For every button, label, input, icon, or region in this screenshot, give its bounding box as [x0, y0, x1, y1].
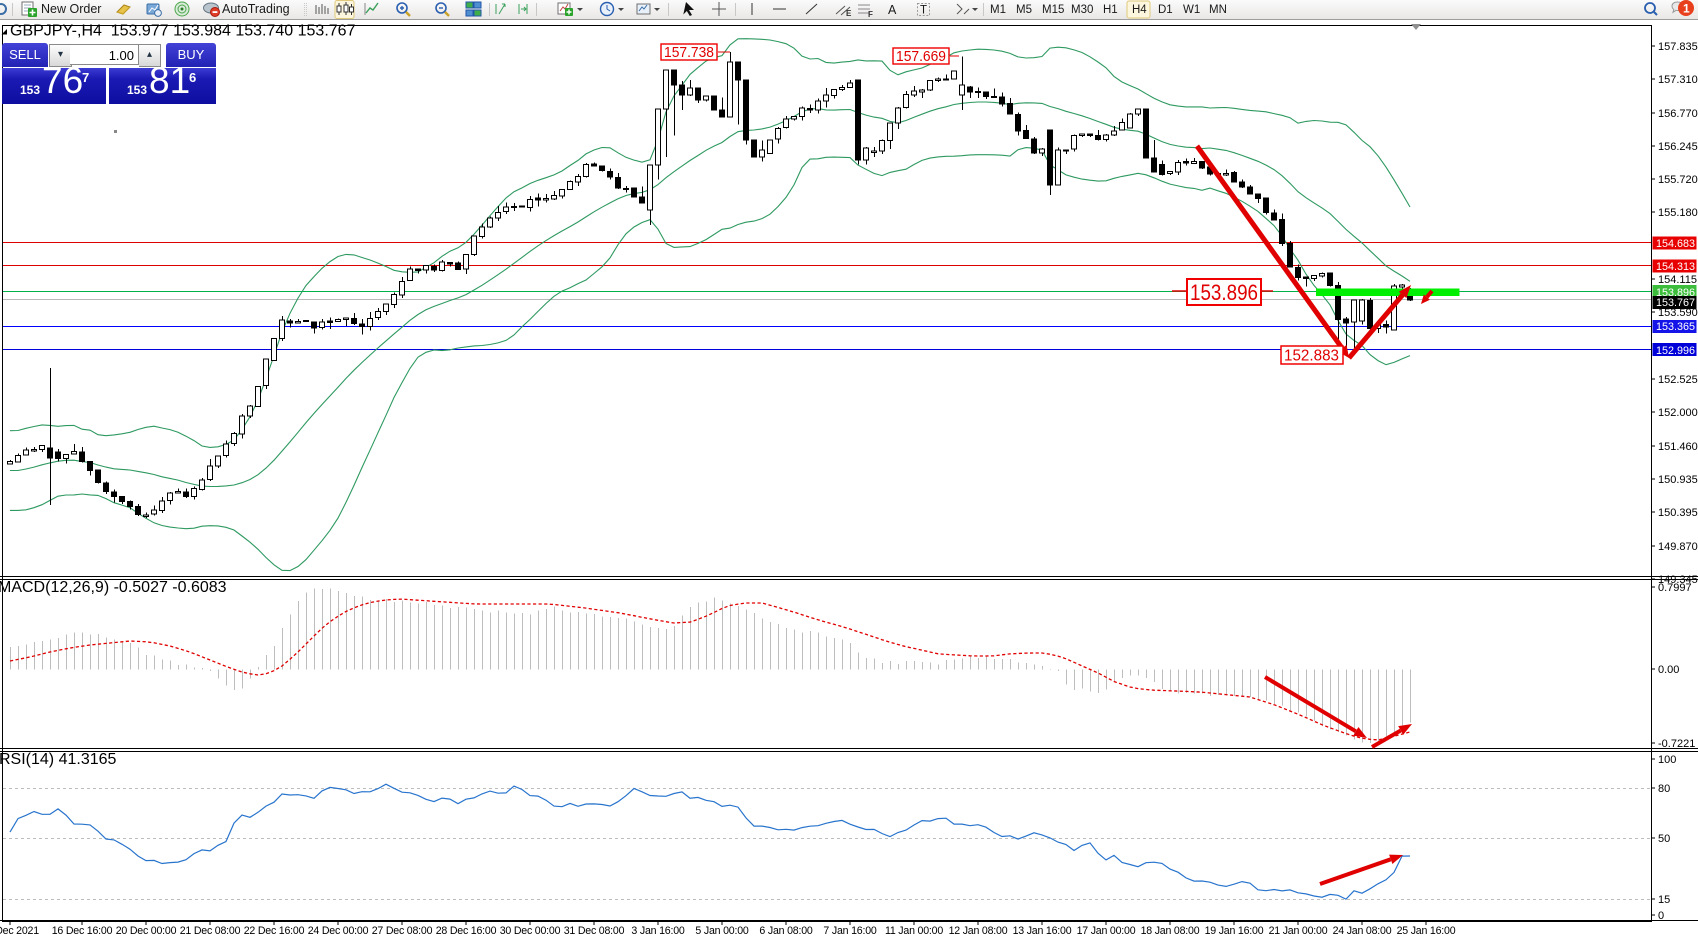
svg-text:6 Jan 08:00: 6 Jan 08:00 — [759, 925, 812, 937]
svg-text:12 Jan 08:00: 12 Jan 08:00 — [949, 925, 1008, 937]
svg-text:MN: MN — [1209, 4, 1227, 16]
svg-text:157.738: 157.738 — [664, 45, 714, 61]
svg-text:-0.7221: -0.7221 — [1658, 738, 1695, 750]
svg-text:50: 50 — [1658, 833, 1670, 845]
svg-text:15 Dec 2021: 15 Dec 2021 — [0, 925, 39, 937]
svg-text:New Order: New Order — [41, 2, 101, 16]
svg-text:F: F — [868, 10, 873, 19]
svg-text:1: 1 — [1683, 2, 1690, 16]
svg-text:0.7997: 0.7997 — [1658, 582, 1692, 594]
svg-text:31 Dec 08:00: 31 Dec 08:00 — [564, 925, 625, 937]
svg-text:24 Dec 00:00: 24 Dec 00:00 — [308, 925, 369, 937]
svg-text:152.525: 152.525 — [1658, 374, 1698, 386]
svg-text:154.683: 154.683 — [1656, 238, 1695, 250]
svg-text:155.720: 155.720 — [1658, 174, 1698, 186]
svg-text:0: 0 — [1658, 910, 1664, 922]
svg-text:M30: M30 — [1071, 4, 1093, 16]
svg-text:157.669: 157.669 — [896, 49, 946, 65]
svg-text:153.365: 153.365 — [1656, 321, 1695, 333]
svg-text:16 Dec 16:00: 16 Dec 16:00 — [52, 925, 113, 937]
svg-text:100: 100 — [1658, 754, 1676, 766]
svg-text:80: 80 — [1658, 783, 1670, 795]
svg-text:24 Jan 08:00: 24 Jan 08:00 — [1333, 925, 1392, 937]
svg-text:152.883: 152.883 — [1284, 348, 1339, 365]
svg-text:154.115: 154.115 — [1658, 274, 1697, 286]
svg-text:21 Dec 08:00: 21 Dec 08:00 — [180, 925, 241, 937]
svg-text:30 Dec 00:00: 30 Dec 00:00 — [500, 925, 561, 937]
svg-text:A: A — [888, 3, 897, 17]
svg-text:157.835: 157.835 — [1658, 41, 1698, 53]
svg-text:H1: H1 — [1103, 4, 1118, 16]
svg-text:3 Jan 16:00: 3 Jan 16:00 — [631, 925, 684, 937]
svg-text:149.870: 149.870 — [1658, 541, 1698, 553]
svg-text:21 Jan 00:00: 21 Jan 00:00 — [1269, 925, 1328, 937]
svg-text:19 Jan 16:00: 19 Jan 16:00 — [1205, 925, 1264, 937]
svg-text:155.180: 155.180 — [1658, 207, 1698, 219]
svg-text:154.313: 154.313 — [1656, 261, 1695, 273]
svg-text:0.00: 0.00 — [1658, 664, 1679, 676]
svg-text:M5: M5 — [1016, 4, 1032, 16]
svg-text:T: T — [920, 5, 927, 17]
svg-text:152.996: 152.996 — [1656, 345, 1695, 357]
svg-text:7 Jan 16:00: 7 Jan 16:00 — [823, 925, 876, 937]
svg-text:M15: M15 — [1042, 4, 1064, 16]
svg-text:153.590: 153.590 — [1658, 307, 1698, 319]
svg-text:149.345: 149.345 — [1658, 574, 1698, 586]
svg-text:153.896: 153.896 — [1190, 280, 1258, 305]
svg-text:AutoTrading: AutoTrading — [222, 2, 290, 16]
svg-text:157.310: 157.310 — [1658, 74, 1698, 86]
svg-text:GBPJPY-,H4 153.977 153.984 15: GBPJPY-,H4 153.977 153.984 153.740 153.7… — [10, 23, 356, 40]
svg-text:MACD(12,26,9) -0.5027 -0.6083: MACD(12,26,9) -0.5027 -0.6083 — [0, 579, 227, 596]
svg-text:150.395: 150.395 — [1658, 507, 1698, 519]
svg-text:W1: W1 — [1183, 4, 1200, 16]
svg-text:15: 15 — [1658, 894, 1670, 906]
svg-text:22 Dec 16:00: 22 Dec 16:00 — [244, 925, 305, 937]
svg-text:M1: M1 — [990, 4, 1006, 16]
svg-text:152.000: 152.000 — [1658, 407, 1698, 419]
svg-text:156.245: 156.245 — [1658, 141, 1698, 153]
svg-text:13 Jan 16:00: 13 Jan 16:00 — [1013, 925, 1072, 937]
svg-text:150.935: 150.935 — [1658, 474, 1698, 486]
svg-text:H4: H4 — [1132, 4, 1147, 16]
svg-text:28 Dec 16:00: 28 Dec 16:00 — [436, 925, 497, 937]
svg-text:5 Jan 00:00: 5 Jan 00:00 — [695, 925, 748, 937]
svg-text:E: E — [846, 9, 852, 18]
svg-text:156.770: 156.770 — [1658, 108, 1698, 120]
svg-text:27 Dec 08:00: 27 Dec 08:00 — [372, 925, 433, 937]
svg-text:18 Jan 08:00: 18 Jan 08:00 — [1141, 925, 1200, 937]
svg-text:11 Jan 00:00: 11 Jan 00:00 — [885, 925, 943, 937]
svg-text:RSI(14) 41.3165: RSI(14) 41.3165 — [0, 751, 117, 768]
svg-text:17 Jan 00:00: 17 Jan 00:00 — [1077, 925, 1136, 937]
svg-text:25 Jan 16:00: 25 Jan 16:00 — [1397, 925, 1456, 937]
svg-text:151.460: 151.460 — [1658, 441, 1698, 453]
svg-text:20 Dec 00:00: 20 Dec 00:00 — [116, 925, 177, 937]
svg-text:153.767: 153.767 — [1656, 297, 1695, 309]
svg-text:D1: D1 — [1158, 4, 1173, 16]
